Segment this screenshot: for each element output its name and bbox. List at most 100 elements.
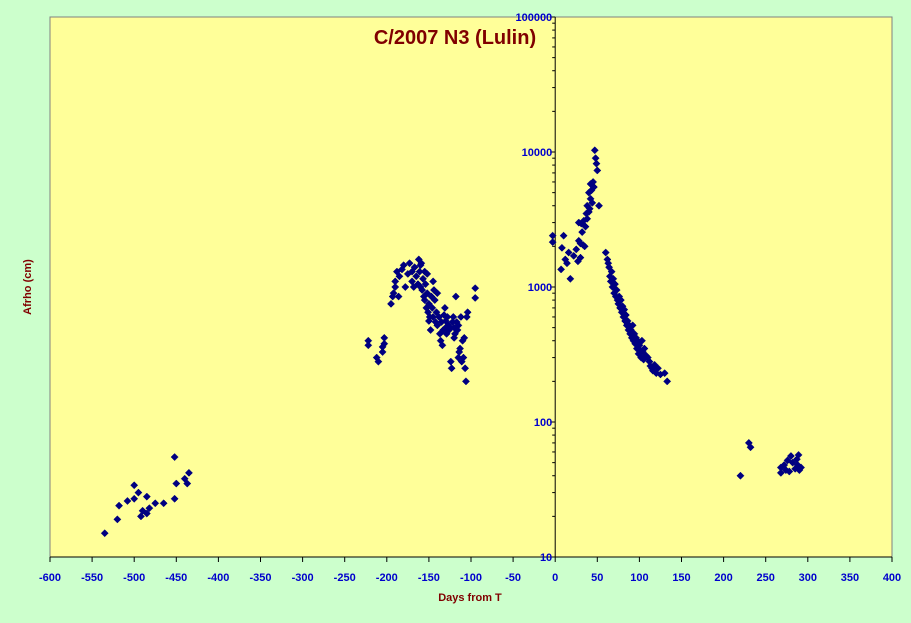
y-tick-label: 1000 bbox=[528, 282, 552, 294]
data-point bbox=[576, 253, 585, 262]
y-tick-label: 100000 bbox=[515, 12, 552, 24]
tick-marks bbox=[49, 16, 893, 562]
data-point bbox=[592, 159, 601, 168]
data-point bbox=[451, 292, 460, 301]
data-point bbox=[660, 369, 669, 378]
data-point bbox=[399, 261, 408, 270]
x-tick-label: 150 bbox=[672, 572, 690, 584]
data-point bbox=[653, 364, 662, 373]
x-tick-label: -350 bbox=[249, 572, 271, 584]
x-tick-label: 250 bbox=[757, 572, 775, 584]
data-point bbox=[412, 272, 421, 281]
data-point bbox=[142, 492, 151, 501]
data-point bbox=[438, 341, 447, 350]
data-point bbox=[426, 326, 435, 334]
data-point bbox=[456, 344, 465, 353]
data-point bbox=[564, 248, 573, 257]
data-point bbox=[410, 263, 419, 272]
data-point bbox=[183, 479, 192, 488]
data-point bbox=[589, 183, 598, 192]
data-point bbox=[663, 377, 672, 386]
data-point bbox=[387, 299, 395, 308]
data-point bbox=[428, 303, 437, 312]
x-tick-label: -500 bbox=[123, 572, 145, 584]
data-point bbox=[580, 242, 589, 251]
data-point bbox=[113, 515, 122, 524]
data-point bbox=[548, 238, 557, 247]
data-point bbox=[787, 452, 795, 460]
y-axis-title: Afrho (cm) bbox=[22, 259, 34, 315]
data-point bbox=[419, 274, 427, 283]
y-tick-label: 100 bbox=[534, 417, 552, 429]
data-point bbox=[374, 357, 383, 366]
data-point bbox=[607, 267, 616, 276]
data-point bbox=[364, 336, 373, 345]
data-point bbox=[170, 494, 179, 503]
data-point bbox=[588, 198, 597, 207]
x-tick-label: -50 bbox=[505, 572, 521, 584]
data-point bbox=[401, 283, 410, 291]
data-point bbox=[429, 277, 438, 286]
y-tick-label: 10000 bbox=[522, 147, 553, 159]
data-point bbox=[142, 509, 151, 518]
data-point bbox=[145, 504, 154, 513]
x-tick-label: 200 bbox=[714, 572, 732, 584]
data-point bbox=[380, 333, 389, 342]
data-point bbox=[151, 499, 160, 508]
data-point bbox=[440, 311, 449, 319]
x-tick-label: 0 bbox=[552, 572, 558, 584]
data-point bbox=[557, 243, 566, 252]
data-point bbox=[746, 443, 755, 452]
data-point bbox=[583, 214, 592, 223]
data-point bbox=[572, 245, 581, 254]
data-point bbox=[460, 333, 469, 342]
data-point bbox=[391, 277, 400, 286]
data-point bbox=[590, 146, 599, 155]
data-point bbox=[461, 377, 470, 386]
data-point bbox=[456, 312, 465, 321]
data-point bbox=[569, 251, 578, 260]
x-tick-label: -600 bbox=[39, 572, 61, 584]
x-tick-label: -150 bbox=[418, 572, 440, 584]
x-tick-label: -300 bbox=[292, 572, 314, 584]
data-point bbox=[449, 312, 458, 321]
x-tick-label: -200 bbox=[376, 572, 398, 584]
x-tick-label: 350 bbox=[841, 572, 859, 584]
data-point bbox=[417, 259, 426, 268]
data-point bbox=[776, 468, 785, 477]
data-point bbox=[616, 296, 625, 305]
data-point bbox=[134, 488, 143, 497]
x-tick-label: -550 bbox=[81, 572, 103, 584]
data-point bbox=[115, 501, 123, 510]
y-tick-label: 10 bbox=[540, 552, 552, 564]
data-point bbox=[100, 529, 109, 538]
data-point bbox=[578, 228, 587, 237]
data-point bbox=[159, 499, 168, 508]
data-point bbox=[453, 326, 462, 334]
data-point bbox=[640, 344, 649, 353]
data-point bbox=[566, 274, 575, 283]
data-point bbox=[637, 336, 646, 345]
data-point bbox=[136, 512, 145, 521]
data-point bbox=[652, 369, 661, 378]
data-point bbox=[447, 364, 456, 373]
data-point bbox=[585, 204, 594, 213]
data-point bbox=[450, 333, 459, 342]
data-point bbox=[380, 339, 389, 348]
plot-area bbox=[49, 16, 893, 558]
x-tick-label: 50 bbox=[591, 572, 603, 584]
data-point bbox=[378, 348, 387, 356]
data-point bbox=[785, 467, 794, 476]
data-point bbox=[788, 458, 797, 467]
x-tick-label: 100 bbox=[630, 572, 648, 584]
data-point bbox=[423, 269, 432, 278]
data-point bbox=[463, 308, 472, 317]
data-point bbox=[612, 286, 621, 294]
data-point bbox=[389, 289, 398, 298]
data-point bbox=[559, 231, 568, 240]
data-point bbox=[172, 479, 181, 488]
data-point bbox=[420, 296, 429, 305]
data-point bbox=[130, 494, 139, 503]
